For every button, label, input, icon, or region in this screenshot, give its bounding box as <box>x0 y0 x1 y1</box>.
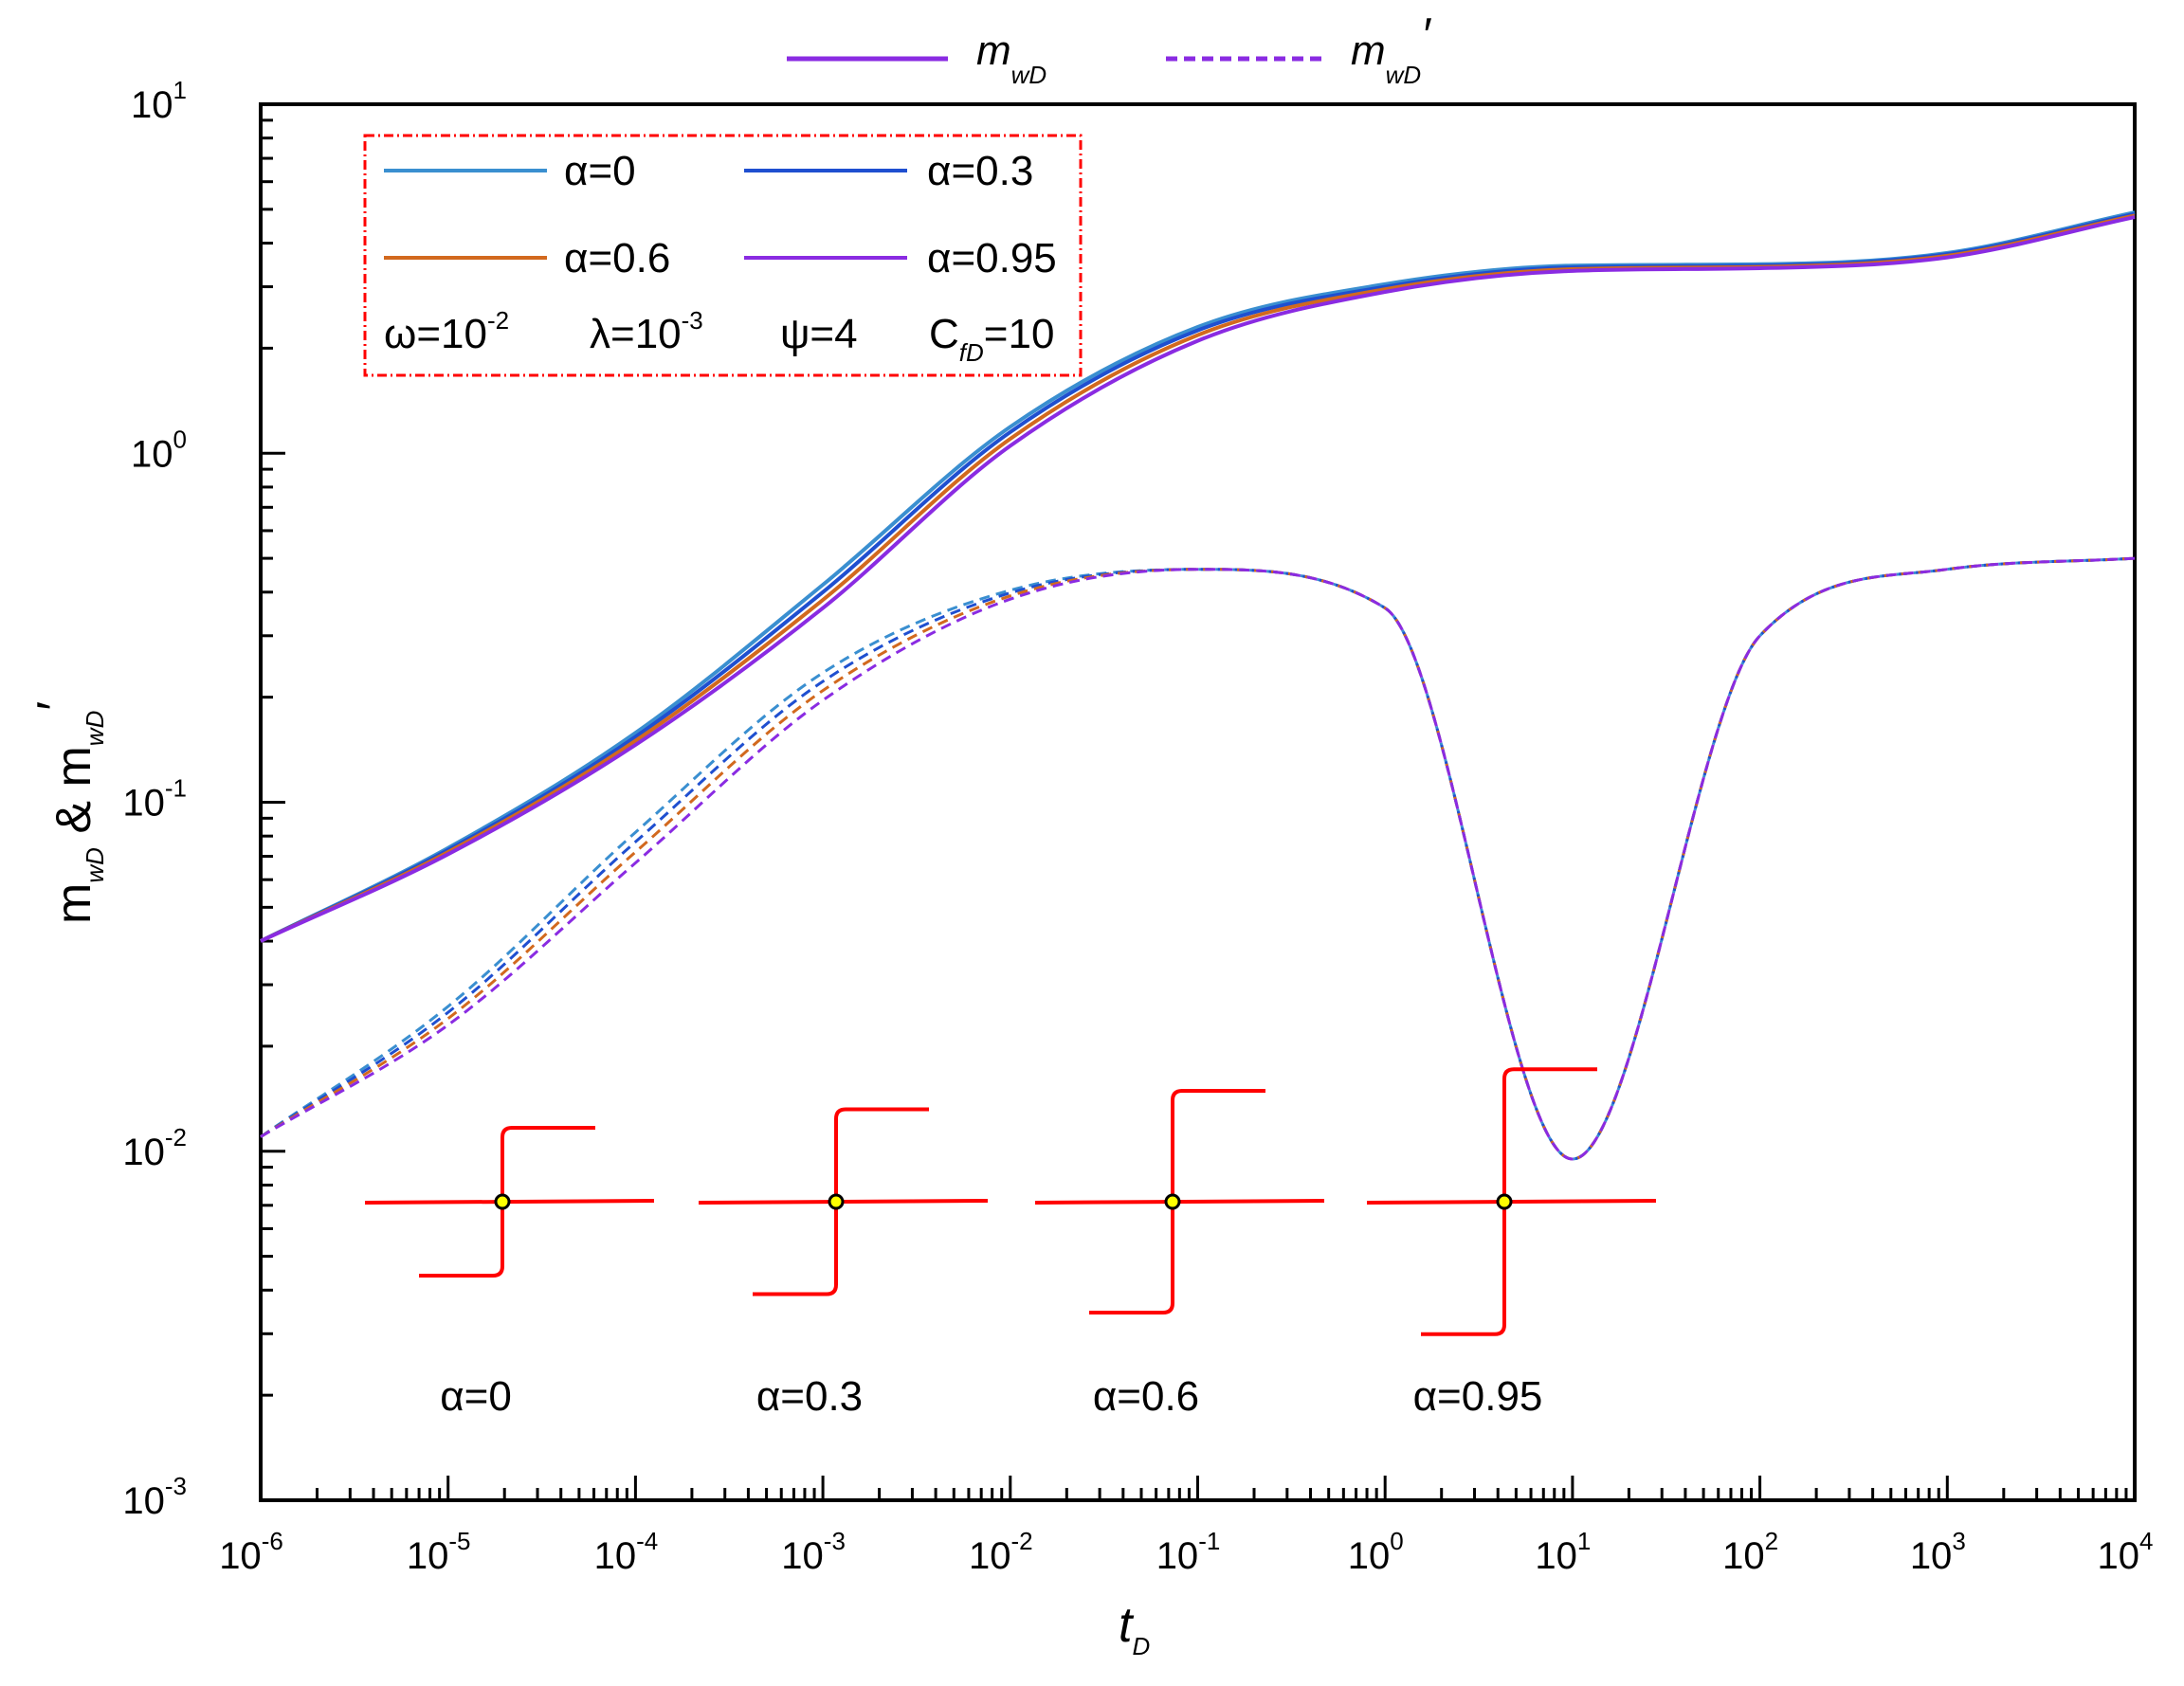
x-tick-label: 10-6 <box>219 1527 283 1577</box>
x-tick-label: 101 <box>1535 1527 1591 1577</box>
top-legend: mwD mwD′ <box>787 9 1431 89</box>
legend-parameter: ω=10-2 <box>384 306 509 357</box>
pressure-series-line-3 <box>260 215 2136 943</box>
wellbore-marker <box>828 1193 845 1210</box>
legend-entry-label: α=0.6 <box>564 235 670 281</box>
y-tick-label: 10-2 <box>122 1123 187 1173</box>
wellbore-marker <box>1164 1193 1181 1210</box>
y-axis-title: mwD & mwD′ <box>27 701 109 924</box>
legend-box: α=0 α=0.3 α=0.6 α=0.95 ω=10-2 λ=10-3 ψ=4 CfD=10 <box>363 134 1083 377</box>
legend-box-border <box>363 134 1083 377</box>
y-tick-label: 100 <box>131 425 187 475</box>
x-tick-label: 10-1 <box>1156 1527 1221 1577</box>
x-tick-label: 103 <box>1910 1527 1966 1577</box>
fracture-diagrams: α=0 α=0.3 α=0.6 α=0.95 <box>364 1067 1657 1420</box>
x-tick-label: 10-5 <box>407 1527 471 1577</box>
wellbore-marker <box>494 1193 511 1210</box>
legend-parameter: λ=10-3 <box>590 306 703 357</box>
plot-border <box>259 102 2137 1502</box>
fracture-diagram-label: α=0.6 <box>1093 1373 1199 1420</box>
x-tick-label: 10-4 <box>594 1527 659 1577</box>
legend-parameter: ψ=4 <box>780 311 858 357</box>
fracture-diagram-label: α=0.95 <box>1413 1373 1543 1420</box>
x-tick-label: 100 <box>1348 1527 1404 1577</box>
legend-entry-label: α=0.3 <box>927 148 1033 194</box>
derivative-series-line-5 <box>260 556 2136 1161</box>
y-tick-label: 101 <box>131 76 187 126</box>
y-tick-label: 10-1 <box>122 774 187 825</box>
legend-parameter: CfD=10 <box>929 311 1054 367</box>
derivative-series-line-7 <box>260 556 2136 1161</box>
axis-labels: tD mwD & mwD′ <box>27 701 1150 1660</box>
x-tick-label: 104 <box>2098 1527 2154 1577</box>
fracture-diagram-label: α=0.3 <box>756 1373 863 1420</box>
legend-entry-label: α=0 <box>564 148 636 194</box>
x-tick-label: 10-2 <box>969 1527 1033 1577</box>
fracture-diagram-label: α=0 <box>440 1373 512 1420</box>
series-group <box>260 210 2136 1161</box>
top-legend-label: mwD′ <box>1351 9 1431 89</box>
axis-ticks: 10-6 10-5 10-4 10-3 10-2 10-1 100 101 102 103 104 1… <box>122 76 2153 1577</box>
plot-frame <box>259 102 2137 1502</box>
x-tick-label: 10-3 <box>781 1527 846 1577</box>
x-axis-title: tD <box>1119 1598 1150 1660</box>
legend-entry-label: α=0.95 <box>927 235 1057 281</box>
y-tick-label: 10-3 <box>122 1472 187 1522</box>
x-tick-label: 102 <box>1722 1527 1778 1577</box>
top-legend-label: mwD <box>976 27 1046 89</box>
wellbore-marker <box>1496 1193 1513 1210</box>
